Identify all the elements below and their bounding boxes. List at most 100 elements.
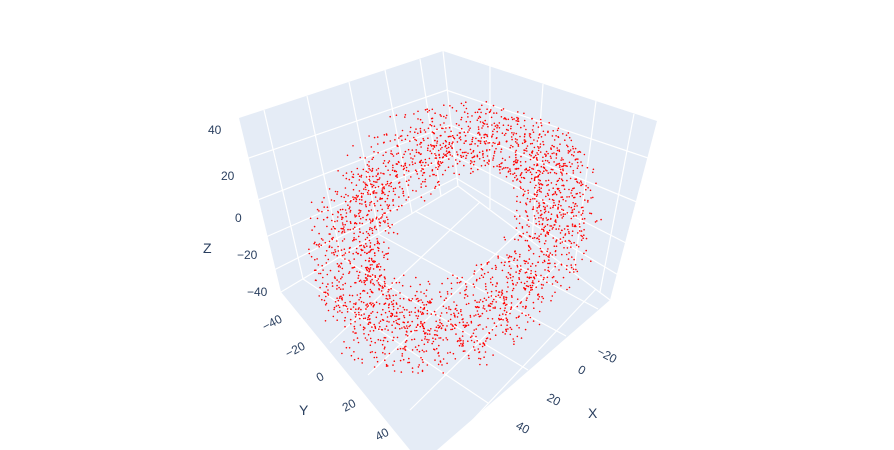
data-point: [314, 241, 316, 244]
data-point: [354, 216, 357, 218]
data-point: [472, 332, 475, 335]
data-point: [397, 145, 399, 148]
data-point: [473, 315, 475, 317]
data-point: [342, 174, 345, 177]
data-point: [376, 178, 379, 181]
data-point: [418, 299, 420, 302]
data-point: [405, 166, 408, 169]
data-point: [358, 215, 361, 217]
data-point: [406, 331, 408, 333]
data-point: [492, 159, 494, 161]
data-point: [382, 287, 385, 289]
data-point: [567, 145, 569, 148]
data-point: [567, 152, 570, 154]
data-point: [370, 303, 373, 306]
data-point: [344, 223, 347, 226]
data-point: [534, 154, 537, 157]
data-point: [513, 160, 515, 163]
data-point: [368, 259, 370, 262]
data-point: [569, 177, 572, 180]
data-point: [545, 150, 548, 153]
data-point: [374, 181, 377, 183]
data-point: [566, 196, 568, 198]
data-point: [364, 283, 367, 286]
data-point: [539, 151, 542, 153]
data-point: [422, 313, 425, 315]
data-point: [438, 344, 440, 347]
data-point: [544, 159, 547, 162]
data-point: [509, 168, 511, 170]
data-point: [428, 330, 431, 332]
data-point: [583, 234, 585, 236]
data-point: [451, 147, 453, 149]
data-point: [536, 159, 539, 161]
data-point: [422, 168, 425, 170]
data-point: [486, 123, 488, 125]
data-point: [431, 108, 434, 111]
data-point: [381, 251, 384, 253]
data-point: [341, 299, 344, 301]
data-point: [515, 252, 517, 255]
data-point: [503, 296, 505, 298]
data-point: [482, 307, 485, 309]
data-point: [463, 142, 466, 144]
data-point: [416, 317, 419, 320]
data-point: [458, 338, 461, 340]
data-point: [502, 302, 505, 305]
data-point: [541, 228, 543, 230]
data-point: [482, 125, 484, 127]
data-point: [560, 159, 562, 161]
data-point: [523, 259, 525, 262]
data-point: [423, 129, 426, 131]
data-point: [481, 345, 484, 348]
data-point: [375, 301, 378, 304]
data-point: [577, 278, 580, 281]
data-point: [391, 223, 394, 226]
data-point: [348, 207, 351, 210]
data-point: [439, 114, 442, 116]
data-point: [402, 192, 404, 194]
data-point: [347, 204, 349, 206]
data-point: [337, 170, 339, 172]
data-point: [544, 206, 546, 209]
data-point: [393, 336, 395, 339]
data-point: [540, 274, 542, 277]
grid-lines: [242, 50, 655, 443]
data-point: [516, 335, 519, 338]
data-point: [353, 226, 356, 229]
data-point: [334, 249, 336, 251]
data-point: [322, 269, 324, 271]
data-point: [493, 122, 496, 125]
data-point: [372, 192, 375, 195]
data-point: [434, 329, 436, 332]
data-point: [421, 174, 424, 177]
data-point: [420, 356, 422, 359]
data-point: [494, 142, 496, 145]
data-point: [383, 241, 385, 243]
data-point: [415, 315, 418, 317]
data-point: [357, 195, 360, 197]
data-point: [462, 155, 465, 158]
data-point: [575, 244, 578, 246]
data-point: [484, 164, 487, 167]
data-point: [419, 130, 422, 132]
data-point: [548, 198, 551, 200]
data-point: [482, 300, 484, 303]
data-point: [547, 183, 549, 186]
data-point: [532, 320, 535, 322]
data-point: [514, 138, 517, 140]
data-point: [562, 133, 564, 135]
data-point: [445, 155, 448, 157]
data-point: [385, 295, 388, 297]
data-point: [483, 308, 486, 310]
data-point: [378, 177, 381, 179]
data-point: [463, 151, 466, 154]
data-point: [426, 338, 428, 341]
data-point: [355, 281, 357, 284]
data-point: [402, 194, 405, 197]
data-point: [519, 265, 522, 267]
data-point: [536, 191, 538, 193]
data-point: [398, 196, 400, 198]
data-point: [517, 159, 519, 162]
